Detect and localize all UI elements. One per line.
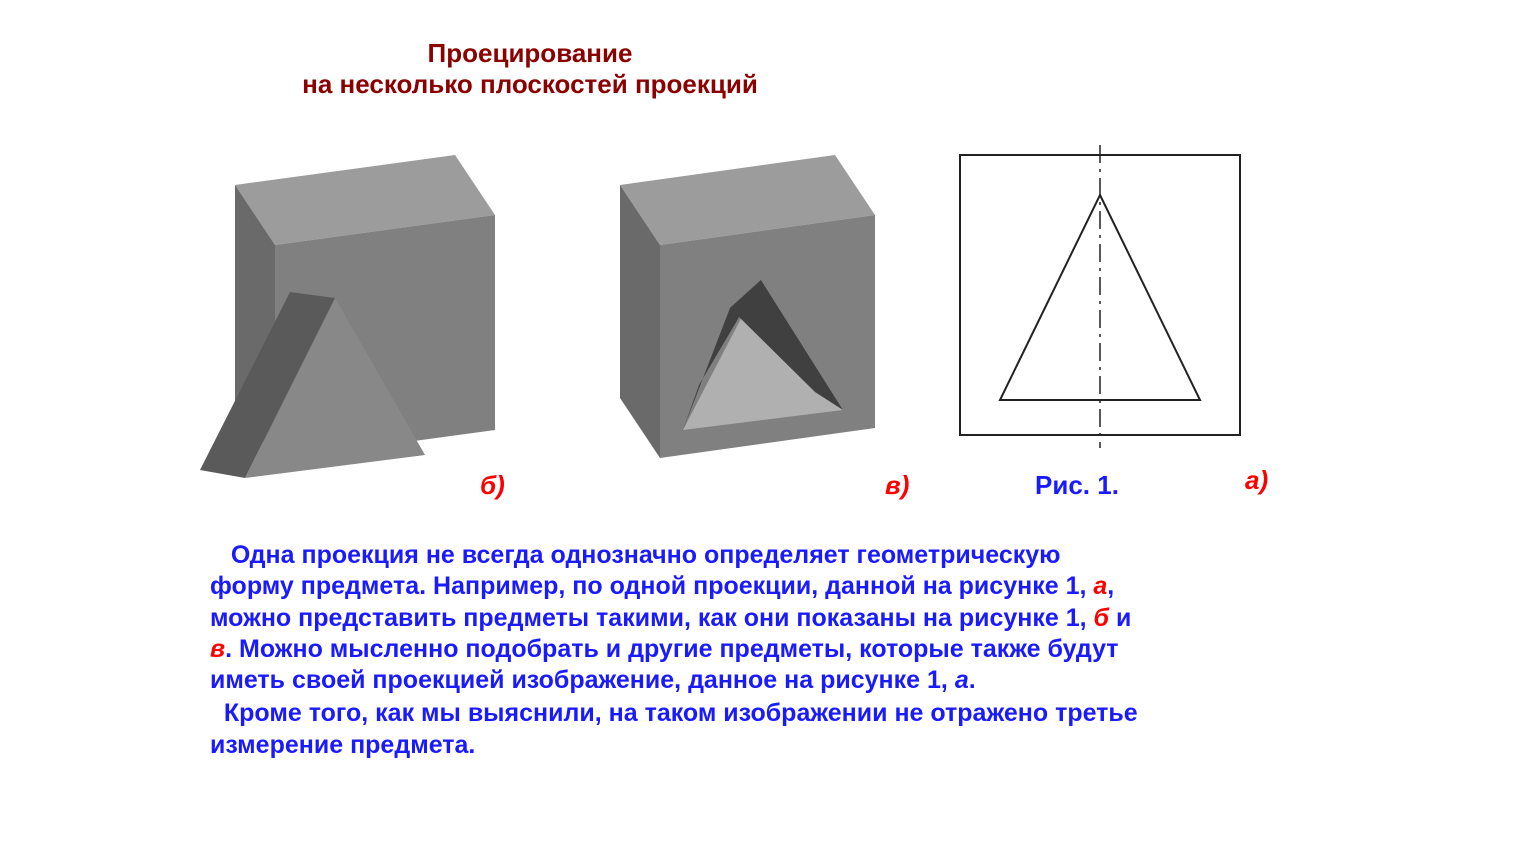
label-b: б) (480, 470, 505, 501)
figure-b (165, 130, 525, 495)
figure-v-svg (565, 130, 895, 470)
label-a-text: а) (1245, 465, 1268, 495)
figures-area: б) в) (165, 130, 1365, 510)
body-text: Одна проекция не всегда однозначно опред… (210, 540, 1140, 763)
p1-i1: а (955, 666, 969, 694)
p1-t4: . Можно мысленно подобрать и другие пред… (210, 635, 1119, 694)
slide-title: Проецирование на несколько плоскостей пр… (0, 38, 1060, 100)
p2-t1: Кроме того, как мы выяснили, на таком из… (210, 699, 1138, 758)
p1-t5: . (969, 666, 976, 694)
fig1-text: Рис. 1. (1035, 470, 1119, 500)
title-line2: на несколько плоскостей проекций (302, 69, 758, 99)
title-line1: Проецирование (428, 38, 633, 68)
figure-b-svg (165, 130, 525, 490)
label-v: в) (885, 470, 909, 501)
label-v-text: в) (885, 470, 909, 500)
p1-indent (210, 541, 231, 569)
paragraph-2: Кроме того, как мы выяснили, на таком из… (210, 698, 1140, 761)
p2-indent (210, 699, 224, 727)
figure-a (945, 140, 1255, 465)
fig1-caption: Рис. 1. (1035, 470, 1119, 501)
figure-v (565, 130, 895, 475)
p1-r3: в (210, 635, 225, 663)
paragraph-1: Одна проекция не всегда однозначно опред… (210, 540, 1140, 696)
page-root: Проецирование на несколько плоскостей пр… (0, 0, 1533, 864)
p1-r1: а (1093, 572, 1107, 600)
label-b-text: б) (480, 470, 505, 500)
p1-t3: и (1109, 604, 1131, 632)
label-a: а) (1245, 465, 1268, 496)
p1-r2: б (1094, 604, 1109, 632)
p1-t1: Одна проекция не всегда однозначно опред… (210, 541, 1093, 600)
figure-a-svg (945, 140, 1255, 460)
